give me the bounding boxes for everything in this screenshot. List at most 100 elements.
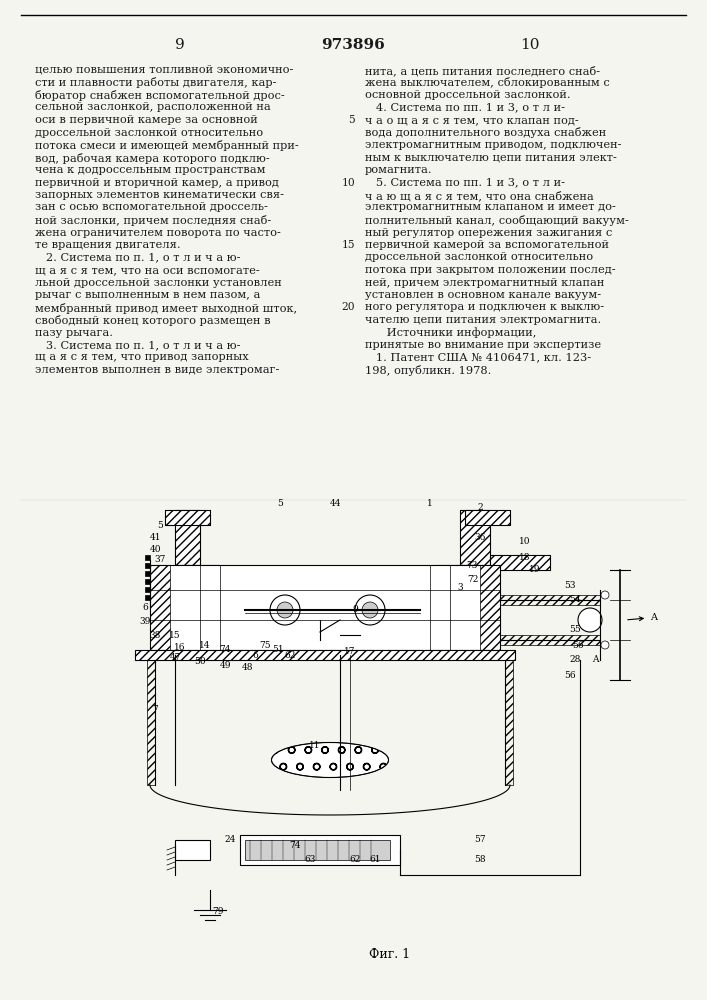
Text: ромагнита.: ромагнита.: [365, 165, 433, 175]
Text: оси в первичной камере за основной: оси в первичной камере за основной: [35, 115, 258, 125]
Circle shape: [578, 608, 602, 632]
Bar: [240, 835, 400, 865]
Bar: [245, 840, 390, 860]
Text: 49: 49: [219, 660, 230, 670]
Text: 51: 51: [272, 646, 284, 654]
Text: 36: 36: [474, 534, 486, 542]
Text: 63: 63: [304, 856, 316, 864]
Text: запорных элементов кинематически свя-: запорных элементов кинематически свя-: [35, 190, 284, 200]
Text: 75: 75: [259, 641, 271, 650]
Bar: [145, 555, 150, 560]
Bar: [465, 510, 510, 525]
Text: потока смеси и имеющей мембранный при-: потока смеси и имеющей мембранный при-: [35, 140, 299, 151]
Text: 28: 28: [569, 656, 580, 664]
Text: первичной камерой за вспомогательной: первичной камерой за вспомогательной: [365, 240, 609, 250]
Text: дроссельной заслонкой относительно: дроссельной заслонкой относительно: [365, 252, 593, 262]
Text: 62: 62: [284, 650, 296, 660]
Bar: [465, 510, 510, 525]
Text: 61: 61: [369, 856, 381, 864]
Text: первичной и вторичной камер, а привод: первичной и вторичной камер, а привод: [35, 178, 279, 188]
Text: 15: 15: [341, 240, 355, 250]
Text: ной заслонки, причем последняя снаб-: ной заслонки, причем последняя снаб-: [35, 215, 271, 226]
Text: 15: 15: [169, 631, 181, 640]
Text: 2. Система по п. 1, о т л и ч а ю-: 2. Система по п. 1, о т л и ч а ю-: [35, 252, 240, 262]
Text: 72: 72: [467, 576, 479, 584]
Text: свободный конец которого размещен в: свободный конец которого размещен в: [35, 315, 271, 326]
Bar: [145, 595, 150, 600]
Text: Фиг. 1: Фиг. 1: [370, 948, 411, 962]
Text: 38: 38: [149, 631, 160, 640]
Text: 74: 74: [289, 840, 300, 850]
Text: 37: 37: [154, 556, 165, 564]
Bar: [147, 660, 155, 785]
Text: 7: 7: [152, 706, 158, 714]
Bar: [150, 565, 170, 650]
Text: элементов выполнен в виде электромаг-: элементов выполнен в виде электромаг-: [35, 365, 279, 375]
Bar: [165, 510, 210, 525]
Text: 3. Система по п. 1, о т л и ч а ю-: 3. Система по п. 1, о т л и ч а ю-: [35, 340, 240, 350]
Text: A: A: [628, 613, 657, 622]
Text: сти и плавности работы двигателя, кар-: сти и плавности работы двигателя, кар-: [35, 78, 276, 89]
Ellipse shape: [271, 742, 389, 778]
Bar: [180, 565, 220, 605]
Text: 20: 20: [341, 302, 355, 312]
Bar: [505, 660, 513, 785]
Bar: [460, 510, 490, 565]
Text: 4. Система по пп. 1 и 3, о т л и-: 4. Система по пп. 1 и 3, о т л и-: [365, 103, 565, 112]
Text: вода дополнительного воздуха снабжен: вода дополнительного воздуха снабжен: [365, 127, 606, 138]
Text: 56: 56: [564, 670, 575, 680]
Bar: [145, 579, 150, 584]
Text: 56: 56: [572, 642, 584, 650]
Text: 40: 40: [149, 546, 160, 554]
Bar: [490, 555, 550, 570]
Text: ч а ю щ а я с я тем, что она снабжена: ч а ю щ а я с я тем, что она снабжена: [365, 190, 594, 201]
Text: 44: 44: [329, 498, 341, 508]
Text: 6: 6: [142, 603, 148, 612]
Text: 198, опубликн. 1978.: 198, опубликн. 1978.: [365, 365, 491, 376]
Text: 2: 2: [477, 504, 483, 512]
Text: мембранный привод имеет выходной шток,: мембранный привод имеет выходной шток,: [35, 302, 297, 314]
Text: основной дроссельной заслонкой.: основной дроссельной заслонкой.: [365, 90, 571, 100]
Text: целью повышения топливной экономично-: целью повышения топливной экономично-: [35, 65, 293, 75]
Bar: [435, 565, 475, 605]
Text: 39: 39: [139, 617, 151, 626]
Text: 9: 9: [175, 38, 185, 52]
Text: 24: 24: [224, 836, 235, 844]
Text: ный регулятор опережения зажигания с: ный регулятор опережения зажигания с: [365, 228, 612, 237]
Text: 62: 62: [349, 856, 361, 864]
Text: установлен в основном канале вакуум-: установлен в основном канале вакуум-: [365, 290, 601, 300]
Text: 41: 41: [149, 534, 160, 542]
Text: 17: 17: [344, 648, 356, 656]
Text: электромагнитным приводом, подключен-: электромагнитным приводом, подключен-: [365, 140, 621, 150]
Text: 16: 16: [174, 644, 186, 652]
Text: 9: 9: [352, 605, 358, 614]
Text: бюратор снабжен вспомогательной дрос-: бюратор снабжен вспомогательной дрос-: [35, 90, 285, 101]
Bar: [490, 555, 550, 570]
Text: 1: 1: [427, 498, 433, 508]
Text: 79: 79: [212, 908, 223, 916]
Bar: [175, 510, 200, 565]
Bar: [500, 635, 600, 645]
Text: 11: 11: [309, 740, 321, 750]
Bar: [480, 565, 500, 650]
Text: 55: 55: [569, 626, 581, 635]
Circle shape: [601, 641, 609, 649]
Text: 58: 58: [474, 856, 486, 864]
Text: 5. Система по пп. 1 и 3, о т л и-: 5. Система по пп. 1 и 3, о т л и-: [365, 178, 565, 188]
Bar: [135, 650, 515, 660]
Text: 5: 5: [157, 520, 163, 530]
Text: 5: 5: [277, 498, 283, 508]
Bar: [145, 563, 150, 568]
Bar: [145, 571, 150, 576]
Bar: [175, 840, 210, 860]
Text: 73: 73: [467, 560, 478, 570]
Bar: [187, 573, 209, 597]
Text: щ а я с я тем, что привод запорных: щ а я с я тем, что привод запорных: [35, 353, 249, 362]
Bar: [500, 595, 600, 605]
Text: 6: 6: [252, 650, 258, 660]
Text: пазу рычага.: пазу рычага.: [35, 328, 113, 338]
Bar: [145, 587, 150, 592]
Bar: [165, 510, 210, 525]
Text: жена выключателем, сблокированным с: жена выключателем, сблокированным с: [365, 78, 609, 89]
Text: 18: 18: [519, 554, 531, 562]
